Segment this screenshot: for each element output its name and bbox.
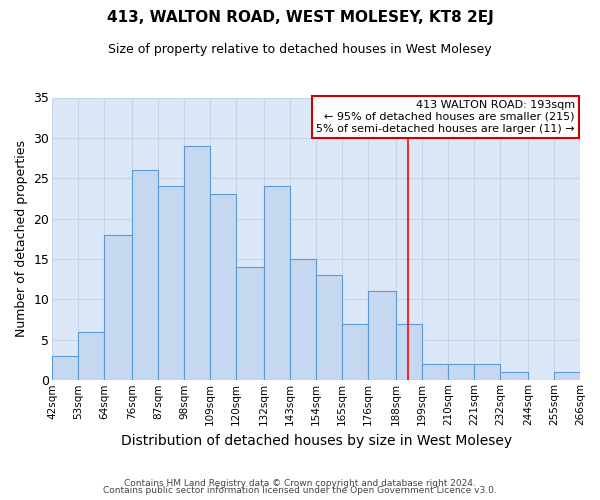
- Bar: [422, 364, 448, 380]
- Text: Size of property relative to detached houses in West Molesey: Size of property relative to detached ho…: [108, 42, 492, 56]
- Text: 413 WALTON ROAD: 193sqm
← 95% of detached houses are smaller (215)
5% of semi-de: 413 WALTON ROAD: 193sqm ← 95% of detache…: [316, 100, 575, 134]
- Bar: [104, 235, 133, 380]
- Bar: [52, 356, 78, 380]
- Bar: [316, 275, 342, 380]
- Bar: [210, 194, 236, 380]
- Text: Contains HM Land Registry data © Crown copyright and database right 2024.: Contains HM Land Registry data © Crown c…: [124, 478, 476, 488]
- Y-axis label: Number of detached properties: Number of detached properties: [15, 140, 28, 338]
- Bar: [368, 292, 396, 380]
- Text: 413, WALTON ROAD, WEST MOLESEY, KT8 2EJ: 413, WALTON ROAD, WEST MOLESEY, KT8 2EJ: [107, 10, 493, 25]
- X-axis label: Distribution of detached houses by size in West Molesey: Distribution of detached houses by size …: [121, 434, 512, 448]
- Bar: [236, 267, 264, 380]
- Bar: [396, 324, 422, 380]
- Bar: [554, 372, 580, 380]
- Bar: [342, 324, 368, 380]
- Text: Contains public sector information licensed under the Open Government Licence v3: Contains public sector information licen…: [103, 486, 497, 495]
- Bar: [500, 372, 528, 380]
- Bar: [290, 259, 316, 380]
- Bar: [133, 170, 158, 380]
- Bar: [158, 186, 184, 380]
- Bar: [264, 186, 290, 380]
- Bar: [448, 364, 474, 380]
- Bar: [474, 364, 500, 380]
- Bar: [78, 332, 104, 380]
- Bar: [184, 146, 210, 380]
